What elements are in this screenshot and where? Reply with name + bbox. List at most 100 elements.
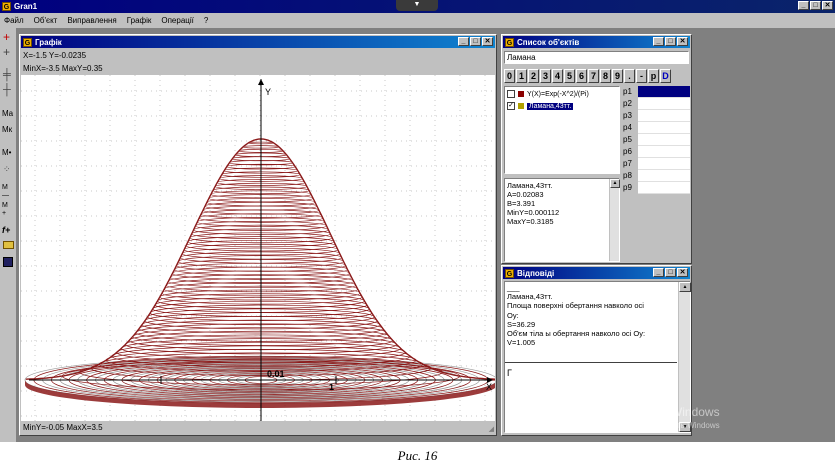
answers-input[interactable]: Г — [507, 368, 512, 378]
param-row-p1[interactable]: p1 — [622, 86, 690, 98]
scroll-up-icon[interactable]: ▲ — [679, 282, 691, 292]
range-top-readout: MinX=-3.5 MaxY=0.35 — [23, 64, 103, 73]
digit-button-6[interactable]: 6 — [576, 69, 587, 83]
answers-scrollbar[interactable]: ▲ ▼ — [678, 282, 691, 432]
graph-window-controls: _ □ ✕ — [458, 37, 493, 46]
plot-area[interactable]: Y X 0.01 1 — [21, 75, 495, 421]
points-icon[interactable]: ⁘ — [3, 164, 11, 174]
answers-text-area[interactable]: ___ Ламана,43тт. Площа поверхні обертання … — [504, 281, 691, 433]
param-value-field[interactable] — [638, 122, 690, 134]
label-mk-icon[interactable]: Mк — [2, 125, 13, 134]
digit-button-13[interactable]: D — [660, 69, 671, 83]
param-value-field[interactable] — [638, 182, 690, 194]
object-checkbox-unchecked[interactable] — [507, 90, 515, 98]
digit-button-11[interactable]: - — [636, 69, 647, 83]
scroll-down-icon[interactable]: ▼ — [679, 422, 691, 432]
param-value-field[interactable] — [638, 134, 690, 146]
resize-grip-icon[interactable]: ◢ — [488, 426, 494, 433]
info-scrollbar[interactable]: ▲ — [609, 179, 620, 261]
answer-line: Об'єм тіла ы обертання навколо осі Oy: — [507, 329, 646, 339]
param-label: p9 — [623, 183, 632, 192]
digit-button-10[interactable]: . — [624, 69, 635, 83]
answer-line: S=36.29 — [507, 319, 536, 329]
objects-minimize-button[interactable]: _ — [653, 37, 664, 46]
param-row-p7[interactable]: p7 — [622, 158, 690, 170]
scroll-up-icon[interactable]: ▲ — [610, 179, 620, 188]
coords-readout: X=-1.5 Y=-0.0235 — [23, 51, 87, 60]
axis-y-label: Y — [265, 87, 272, 97]
param-value-field[interactable] — [638, 158, 690, 170]
answer-line: V=1.005 — [507, 338, 536, 348]
digit-button-4[interactable]: 4 — [552, 69, 563, 83]
objects-window-icon: G — [505, 37, 514, 47]
m-dot-icon[interactable]: M• — [2, 148, 12, 157]
object-item-function[interactable]: Y(X)=Exp(-X^2)/(Pi) — [507, 89, 617, 99]
menu-file[interactable]: Файл — [4, 16, 24, 25]
param-value-field[interactable] — [638, 110, 690, 122]
objects-close-button[interactable]: ✕ — [677, 37, 688, 46]
app-minimize-button[interactable]: _ — [798, 1, 809, 10]
object-list[interactable]: Y(X)=Exp(-X^2)/(Pi) ✓ Ламана,43тт. — [504, 86, 620, 174]
graph-close-button[interactable]: ✕ — [482, 37, 493, 46]
param-value-field[interactable] — [638, 146, 690, 158]
objects-maximize-button[interactable]: □ — [665, 37, 676, 46]
param-row-p3[interactable]: p3 — [622, 110, 690, 122]
cross-line-icon[interactable]: ╪ — [3, 69, 11, 81]
objects-window-title-bar: G Список об'єктів _ □ ✕ — [503, 36, 690, 48]
plus-icon[interactable]: + — [3, 45, 11, 59]
digit-button-5[interactable]: 5 — [564, 69, 575, 83]
param-row-p2[interactable]: p2 — [622, 98, 690, 110]
param-row-p8[interactable]: p8 — [622, 170, 690, 182]
title-dropdown-tab[interactable]: ▼ — [396, 0, 438, 11]
object-info-lines: Ламана,43тт. A=0.02083 B=3.391 MinY=0.00011… — [507, 181, 559, 226]
param-value-field[interactable] — [638, 86, 690, 98]
param-list[interactable]: p1 p2 p3 p4 p5 p6 p7 p8 p9 — [622, 86, 690, 194]
menu-graph[interactable]: Графік — [126, 16, 152, 25]
answers-maximize-button[interactable]: □ — [665, 268, 676, 277]
graph-maximize-button[interactable]: □ — [470, 37, 481, 46]
function-plus-icon[interactable]: f+ — [2, 225, 11, 235]
answers-close-button[interactable]: ✕ — [677, 268, 688, 277]
answers-window-icon: G — [505, 268, 514, 278]
label-ma-icon[interactable]: Ma — [2, 109, 14, 118]
graph-minimize-button[interactable]: _ — [458, 37, 469, 46]
param-row-p9[interactable]: p9 — [622, 182, 690, 194]
param-value-field[interactable] — [638, 98, 690, 110]
m-minus-icon[interactable]: M — — [2, 184, 9, 199]
app-logo-icon: G — [2, 2, 11, 11]
param-row-p5[interactable]: p5 — [622, 134, 690, 146]
object-item-polyline[interactable]: ✓ Ламана,43тт. — [507, 101, 617, 111]
menu-object[interactable]: Об'єкт — [33, 16, 58, 25]
m-plus-icon[interactable]: M + — [2, 202, 8, 217]
object-name-field[interactable]: Ламана — [504, 51, 689, 64]
digit-button-8[interactable]: 8 — [600, 69, 611, 83]
param-row-p6[interactable]: p6 — [622, 146, 690, 158]
param-row-p4[interactable]: p4 — [622, 122, 690, 134]
param-value-field[interactable] — [638, 170, 690, 182]
cross-hairs-icon[interactable]: ┼ — [3, 84, 11, 96]
left-toolbar: + + ╪ ┼ Ma Mк M• ⁘ M — M + f+ — [0, 28, 17, 442]
menu-help[interactable]: ? — [203, 16, 209, 25]
answers-minimize-button[interactable]: _ — [653, 268, 664, 277]
digit-button-1[interactable]: 1 — [516, 69, 527, 83]
param-label: p2 — [623, 99, 632, 108]
app-close-button[interactable]: ✕ — [822, 1, 833, 10]
graph-window-icon: G — [23, 37, 32, 47]
open-folder-icon[interactable] — [3, 241, 14, 249]
menu-operations[interactable]: Операції — [161, 16, 194, 25]
save-disk-icon[interactable] — [3, 257, 13, 267]
plus-red-icon[interactable]: + — [3, 30, 11, 44]
digit-button-9[interactable]: 9 — [612, 69, 623, 83]
digit-button-0[interactable]: 0 — [504, 69, 515, 83]
digit-button-7[interactable]: 7 — [588, 69, 599, 83]
checkmark-icon[interactable]: ✓ — [507, 102, 515, 110]
digit-button-2[interactable]: 2 — [528, 69, 539, 83]
digit-button-12[interactable]: p — [648, 69, 659, 83]
answers-lines: ___ Ламана,43тт. Площа поверхні обертання … — [507, 283, 645, 347]
graph-window: G Графік _ □ ✕ X=-1.5 Y=-0.0235 MinX=-3.… — [19, 34, 497, 436]
app-maximize-button[interactable]: □ — [810, 1, 821, 10]
answer-line: Площа поверхні обертання навколо осі — [507, 301, 644, 311]
menu-edit[interactable]: Виправлення — [67, 16, 117, 25]
digit-button-3[interactable]: 3 — [540, 69, 551, 83]
